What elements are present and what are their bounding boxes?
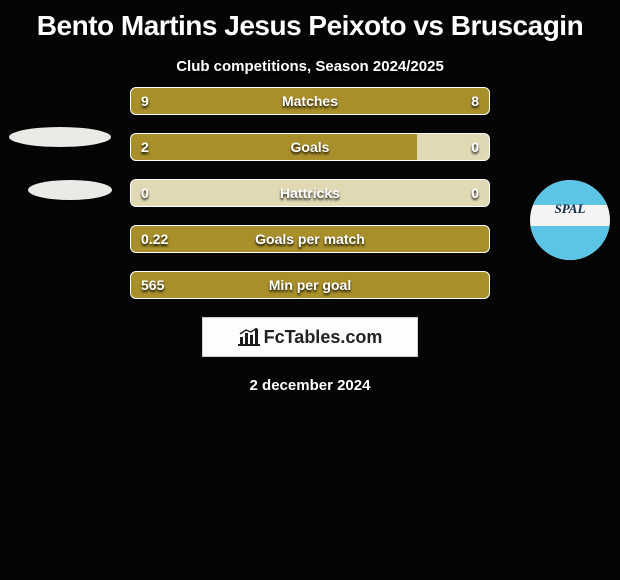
comparison-row: 565Min per goal [130, 271, 490, 299]
subtitle: Club competitions, Season 2024/2025 [0, 46, 620, 87]
brand-text: FcTables.com [264, 327, 383, 348]
comparison-row: 9Matches8 [130, 87, 490, 115]
row-value-right: 8 [471, 88, 479, 115]
team-badge-placeholder [9, 127, 111, 147]
comparison-row: 2Goals0 [130, 133, 490, 161]
row-label: Goals [131, 134, 489, 161]
badge-text: SPAL [530, 201, 610, 217]
brand-attribution: FcTables.com [202, 317, 418, 357]
team-badge-placeholder [28, 180, 112, 200]
badge-bottom-band [530, 226, 610, 260]
comparison-chart: 9Matches82Goals00Hattricks00.22Goals per… [130, 87, 490, 299]
bar-chart-icon [238, 328, 260, 346]
right-team-badge: SPAL [530, 180, 610, 260]
row-label: Min per goal [131, 272, 489, 299]
comparison-row: 0Hattricks0 [130, 179, 490, 207]
date-text: 2 december 2024 [0, 357, 620, 414]
row-label: Hattricks [131, 180, 489, 207]
comparison-row: 0.22Goals per match [130, 225, 490, 253]
row-label: Goals per match [131, 226, 489, 253]
row-value-right: 0 [471, 180, 479, 207]
row-label: Matches [131, 88, 489, 115]
page-title: Bento Martins Jesus Peixoto vs Bruscagin [0, 0, 620, 46]
row-value-right: 0 [471, 134, 479, 161]
